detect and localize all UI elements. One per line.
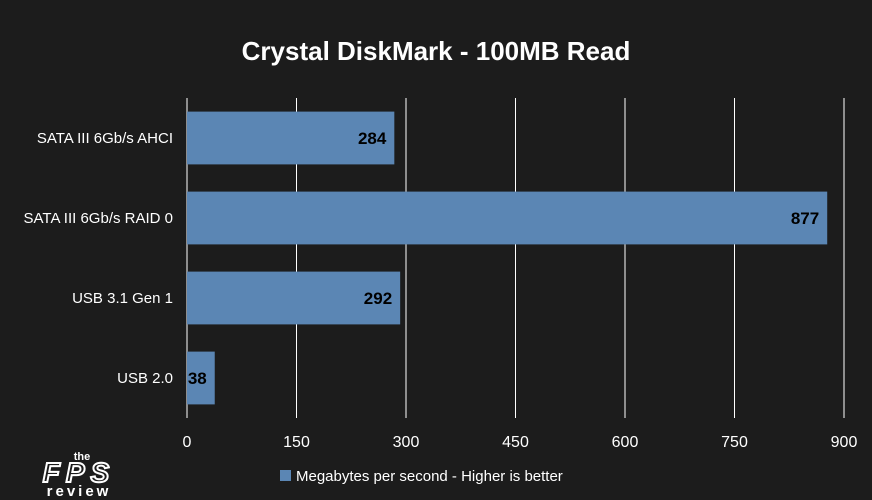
legend: Megabytes per second - Higher is better <box>280 468 563 485</box>
category-label-2: USB 3.1 Gen 1 <box>72 290 173 307</box>
category-labels: SATA III 6Gb/s AHCI SATA III 6Gb/s RAID 0… <box>24 130 174 387</box>
x-tick-label-6: 900 <box>831 434 858 451</box>
x-tick-label-2: 300 <box>393 434 420 451</box>
legend-label: Megabytes per second - Higher is better <box>296 468 563 485</box>
logo-review: review <box>47 483 112 498</box>
data-label-0: 284 <box>358 129 387 148</box>
data-label-2: 292 <box>364 289 392 308</box>
category-label-1: SATA III 6Gb/s RAID 0 <box>24 210 174 227</box>
logo-the: the <box>74 451 91 463</box>
chart-title: Crystal DiskMark - 100MB Read <box>242 36 631 66</box>
x-tick-label-0: 0 <box>183 434 192 451</box>
bars: 284 877 292 38 <box>187 111 828 405</box>
bar-2 <box>187 271 401 325</box>
data-label-1: 877 <box>791 209 819 228</box>
fps-review-logo: the FPS review <box>42 451 115 498</box>
x-tick-label-5: 750 <box>721 434 748 451</box>
data-label-3: 38 <box>188 369 207 388</box>
bar-0 <box>187 111 395 165</box>
x-tick-label-4: 600 <box>612 434 639 451</box>
category-label-0: SATA III 6Gb/s AHCI <box>37 130 173 147</box>
bar-3 <box>187 351 215 405</box>
x-tick-label-1: 150 <box>283 434 310 451</box>
x-tick-label-3: 450 <box>502 434 529 451</box>
logo-fps: FPS <box>43 457 115 488</box>
category-label-3: USB 2.0 <box>117 370 173 387</box>
bar-1 <box>187 191 828 245</box>
x-tick-labels: 0 150 300 450 600 750 900 <box>183 434 858 451</box>
legend-swatch <box>280 470 291 481</box>
